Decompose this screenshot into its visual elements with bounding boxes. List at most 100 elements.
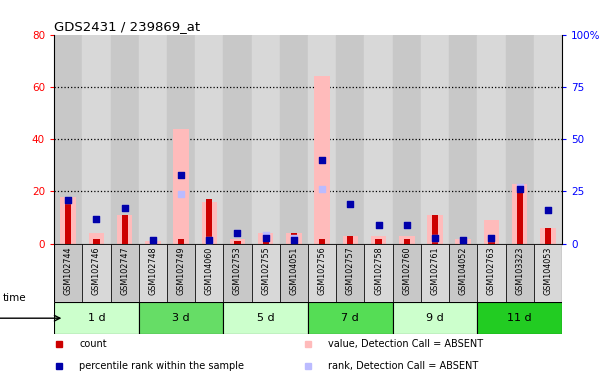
Bar [545,228,551,244]
Bar [195,244,224,302]
Point [317,157,327,163]
Bar [145,241,160,244]
Bar [280,35,308,244]
Text: GSM102761: GSM102761 [430,247,439,295]
Bar [291,233,297,244]
Bar [224,244,252,302]
Point [402,222,412,228]
Point [148,237,157,243]
Bar [121,215,128,244]
Bar [178,238,184,244]
Point [120,205,129,211]
Text: time: time [3,293,26,303]
Bar [65,197,72,244]
Bar [392,302,477,334]
Text: 5 d: 5 d [257,313,275,323]
Bar [173,129,189,244]
Bar [280,244,308,302]
Point [346,201,355,207]
Text: rank, Detection Call = ABSENT: rank, Detection Call = ABSENT [328,361,478,371]
Text: GSM103323: GSM103323 [515,247,524,295]
Bar [93,238,100,244]
Bar [224,302,308,334]
Bar [336,244,364,302]
Bar [61,197,76,244]
Bar [534,35,562,244]
Bar [449,244,477,302]
Bar [540,228,555,244]
Point [487,235,496,241]
Bar [111,244,139,302]
Bar [308,302,392,334]
Bar [314,76,330,244]
Bar [258,233,273,244]
Bar [477,35,505,244]
Point [543,207,553,214]
Point [459,237,468,243]
Point [317,186,327,192]
Bar [82,244,111,302]
Bar [421,244,449,302]
Text: GSM104053: GSM104053 [543,247,552,295]
Text: GSM102758: GSM102758 [374,247,383,295]
Bar [195,35,224,244]
Bar [54,244,82,302]
Text: GDS2431 / 239869_at: GDS2431 / 239869_at [54,20,200,33]
Point [374,222,383,228]
Bar [230,238,245,244]
Bar [117,215,132,244]
Point [346,201,355,207]
Text: GSM102760: GSM102760 [402,247,411,295]
Bar [488,236,495,244]
Text: 11 d: 11 d [507,313,532,323]
Point [515,186,525,192]
Bar [252,244,280,302]
Point [176,190,186,197]
Bar [336,35,364,244]
Text: 9 d: 9 d [426,313,444,323]
Point [261,232,270,238]
Text: GSM102756: GSM102756 [317,247,326,295]
Bar [505,35,534,244]
Bar [427,215,443,244]
Bar [392,35,421,244]
Point [543,207,553,214]
Point [374,222,383,228]
Bar [201,202,217,244]
Bar [456,238,471,244]
Point [120,205,129,211]
Bar [343,236,358,244]
Bar [534,244,562,302]
Bar [484,220,499,244]
Point [261,235,270,241]
Bar [150,241,156,244]
Bar [421,35,449,244]
Bar [308,244,336,302]
Bar [82,35,111,244]
Bar [512,184,527,244]
Text: GSM102746: GSM102746 [92,247,101,295]
Point [233,230,242,237]
Bar [399,236,415,244]
Point [91,216,101,222]
Bar [364,35,392,244]
Point [289,235,299,241]
Bar [167,244,195,302]
Bar [252,35,280,244]
Text: GSM104060: GSM104060 [205,247,214,295]
Text: GSM102753: GSM102753 [233,247,242,295]
Point [63,197,73,203]
Text: GSM102744: GSM102744 [64,247,73,295]
Point [487,235,496,241]
Point [233,230,242,237]
Bar [371,236,386,244]
Point [148,237,157,243]
Bar [364,244,392,302]
Bar [460,238,466,244]
Bar [404,238,410,244]
Text: GSM104052: GSM104052 [459,247,468,295]
Point [289,237,299,243]
Point [430,235,440,241]
Bar [234,241,240,244]
Bar [263,236,269,244]
